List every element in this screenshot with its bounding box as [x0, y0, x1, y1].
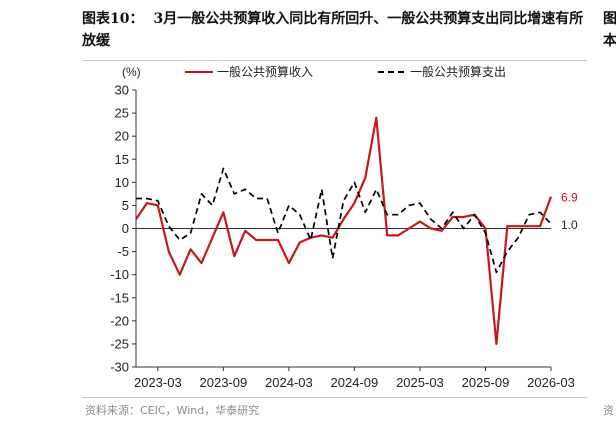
source-note: 资料来源：CEIC，Wind，华泰研究	[85, 404, 260, 417]
y-tick-label: -20	[110, 313, 129, 328]
y-tick-label: 30	[115, 83, 129, 98]
y-tick-label: -25	[110, 336, 129, 351]
x-tick-label: 2024-09	[331, 375, 379, 390]
y-tick-label: -10	[110, 267, 129, 282]
axes-group: (%) 30 25 20 15 10 5 0 -5 -10 -15 -20 -25 -30 2023-03 2…	[110, 65, 575, 390]
legend: 一般公共预算收入 一般公共预算支出	[185, 64, 506, 79]
legend-label-income: 一般公共预算收入	[217, 64, 313, 79]
x-tick-label: 2025-09	[462, 375, 510, 390]
x-tick-label: 2024-03	[265, 375, 313, 390]
x-tick-label: 2023-09	[200, 375, 248, 390]
next-figure-title-line: 图	[603, 11, 616, 27]
source-divider	[82, 397, 587, 398]
y-tick-label: 5	[122, 198, 129, 213]
series-group: 6.9 1.0	[135, 116, 578, 345]
y-tick-label: 20	[115, 129, 129, 144]
legend-label-expenditure: 一般公共预算支出	[410, 64, 506, 79]
title-divider	[82, 60, 587, 61]
y-tick-label: 15	[115, 152, 129, 167]
y-tick-label: -15	[110, 290, 129, 305]
y-axis-label: (%)	[122, 65, 141, 79]
y-tick-label: -30	[110, 360, 129, 375]
y-tick-label: 25	[115, 106, 129, 121]
income-end-label: 6.9	[561, 191, 578, 205]
next-figure-source-fragment: 资	[603, 404, 614, 417]
y-tick-label: 10	[115, 175, 129, 190]
income-series-line	[135, 116, 553, 345]
figure-title-text: 3月一般公共预算收入同比有所回升、一般公共预算支出同比增速有所放缓	[82, 11, 584, 49]
x-tick-label: 2025-03	[396, 375, 444, 390]
y-tick-label: -5	[117, 244, 129, 259]
chart-title: 图表10： 3月一般公共预算收入同比有所回升、一般公共预算支出同比增速有所放缓	[82, 8, 587, 52]
x-tick-label: 2026-03	[527, 375, 575, 390]
figure-number: 图表10：	[82, 11, 144, 27]
x-tick-label: 2023-03	[134, 375, 182, 390]
next-figure-title-line: 本	[603, 33, 616, 49]
expenditure-end-label: 1.0	[561, 218, 578, 232]
y-tick-label: 0	[122, 221, 129, 236]
next-figure-title-fragment: 图 本	[603, 8, 616, 52]
